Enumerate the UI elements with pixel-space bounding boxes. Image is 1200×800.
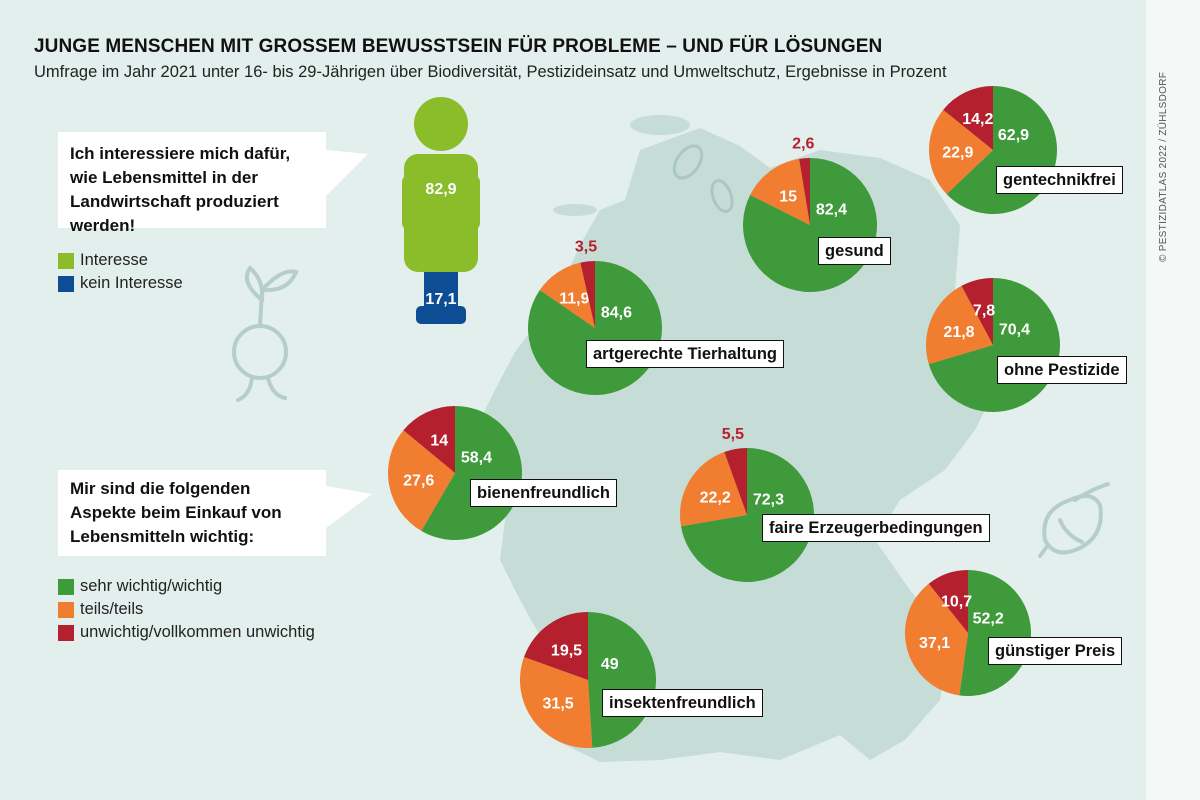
pie-value-label: 84,6: [601, 304, 632, 321]
pie-bienenfreundlich: 58,4 27,6 14: [388, 406, 522, 540]
legend-item: sehr wichtig/wichtig: [58, 575, 315, 598]
pie-category-label: günstiger Preis: [988, 637, 1123, 665]
pie-slice-unimportant: [524, 612, 588, 680]
pie-value-label: 22,9: [942, 144, 973, 161]
pie-category-label: gentechnikfrei: [996, 166, 1123, 194]
margin-strip: [1146, 0, 1200, 800]
pie-slice-unimportant: [580, 261, 595, 328]
person-legs-no-interest: [424, 272, 458, 310]
pie-slice-unimportant: [961, 278, 993, 345]
legend-item: Interesse: [58, 249, 183, 272]
legend-swatch: [58, 275, 74, 292]
person-arm: [402, 175, 416, 230]
pie-slice-important: [959, 570, 1032, 696]
pie-category-label: bienenfreundlich: [470, 479, 617, 507]
pie-value-label: 2,6: [792, 135, 814, 152]
pie-guenstiger-preis: 52,2 37,1 10,7: [904, 570, 1032, 696]
pie-gentechnikfrei: 62,9 22,9 14,2: [929, 86, 1057, 214]
legend-item: unwichtig/vollkommen unwichtig: [58, 621, 315, 644]
island: [553, 204, 597, 216]
pie-slice-partly: [388, 430, 455, 531]
seed-icon: [672, 144, 704, 180]
pie-value-label: 27,6: [403, 472, 434, 489]
legend-label: sehr wichtig/wichtig: [80, 577, 223, 595]
person-body-interest: [404, 154, 478, 272]
pie-value-label: 19,5: [551, 642, 582, 659]
purchase-question-bubble: Mir sind die folgenden Aspekte beim Eink…: [58, 470, 326, 556]
seed-icon: [710, 179, 734, 213]
pie-value-label: 11,9: [559, 290, 589, 307]
pie-value-label: 7,8: [973, 302, 995, 319]
pie-category-label: faire Erzeugerbedingungen: [762, 514, 990, 542]
pie-slice-partly: [904, 583, 968, 696]
pie-value-label: 72,3: [753, 491, 784, 508]
bubble-pointer: [326, 486, 372, 528]
pie-value-label: 15: [779, 188, 797, 205]
person-arm: [466, 175, 480, 230]
person-figure: 82,9 17,1: [402, 97, 480, 324]
pie-category-label: insektenfreundlich: [602, 689, 763, 717]
legend-swatch: [58, 578, 74, 595]
pie-slice-partly: [679, 451, 747, 527]
legend-item: teils/teils: [58, 598, 315, 621]
pie-value-label: 37,1: [919, 635, 950, 652]
pie-value-label: 22,2: [700, 489, 731, 506]
legend-item: kein Interesse: [58, 272, 183, 295]
pie-value-label: 14,2: [962, 111, 993, 128]
pie-value-label: 70,4: [999, 321, 1030, 338]
pie-slice-unimportant: [724, 448, 747, 515]
pie-slice-unimportant: [943, 86, 993, 150]
pie-slice-partly: [929, 109, 993, 195]
pie-slice-partly: [750, 158, 810, 225]
pie-ohne-pestizide: 70,4 21,8 7,8: [926, 278, 1060, 413]
pie-slice-partly: [539, 262, 595, 328]
pie-faire-erzeugerbedingungen: 72,3 22,2 5,5: [679, 426, 814, 582]
legend-label: Interesse: [80, 251, 148, 269]
legend-swatch: [58, 601, 74, 618]
person-value-interest: 82,9: [425, 181, 456, 198]
pie-slice-partly: [520, 656, 593, 749]
legend-label: teils/teils: [80, 600, 144, 618]
pie-value-label: 10,7: [941, 593, 972, 610]
page-subtitle: Umfrage im Jahr 2021 unter 16- bis 29-Jä…: [34, 63, 947, 81]
pie-slice-partly: [926, 285, 993, 365]
credit-line: © PESTIZIDATLAS 2022 / ZÜHLSDORF: [1158, 71, 1169, 262]
pie-value-label: 58,4: [461, 449, 492, 466]
pie-value-label: 82,4: [816, 201, 847, 218]
bubble-pointer: [326, 150, 368, 196]
onion-icon: [1038, 482, 1110, 558]
purchase-legend: sehr wichtig/wichtig teils/teils unwicht…: [58, 575, 315, 644]
pie-slice-unimportant: [403, 406, 455, 473]
pie-value-label: 52,2: [973, 610, 1004, 627]
legend-swatch: [58, 624, 74, 641]
pie-value-label: 31,5: [543, 695, 574, 712]
pie-value-label: 5,5: [722, 426, 744, 443]
pie-value-label: 14: [430, 433, 448, 450]
pie-value-label: 3,5: [575, 238, 597, 255]
person-value-no-interest: 17,1: [425, 291, 456, 308]
pie-slice-unimportant: [799, 158, 810, 225]
person-head: [414, 97, 468, 151]
legend-label: unwichtig/vollkommen unwichtig: [80, 623, 315, 641]
interest-legend: Interesse kein Interesse: [58, 249, 183, 295]
pie-category-label: ohne Pestizide: [997, 356, 1127, 384]
page-title: JUNGE MENSCHEN MIT GROSSEM BEWUSSTSEIN F…: [34, 36, 883, 57]
pie-value-label: 21,8: [943, 324, 974, 341]
pie-slice-important: [680, 448, 814, 582]
interest-question-bubble: Ich interessiere mich dafür, wie Lebensm…: [58, 132, 326, 235]
pie-value-label: 62,9: [998, 127, 1029, 144]
pie-value-label: 49: [601, 656, 619, 673]
island: [630, 115, 690, 135]
pie-category-label: gesund: [818, 237, 891, 265]
legend-label: kein Interesse: [80, 274, 183, 292]
pie-category-label: artgerechte Tierhaltung: [586, 340, 784, 368]
pie-slice-unimportant: [928, 570, 968, 633]
legend-swatch: [58, 252, 74, 269]
turnip-icon: [232, 265, 299, 402]
pie-insektenfreundlich: 49 31,5 19,5: [520, 612, 657, 749]
person-feet: [416, 306, 466, 324]
